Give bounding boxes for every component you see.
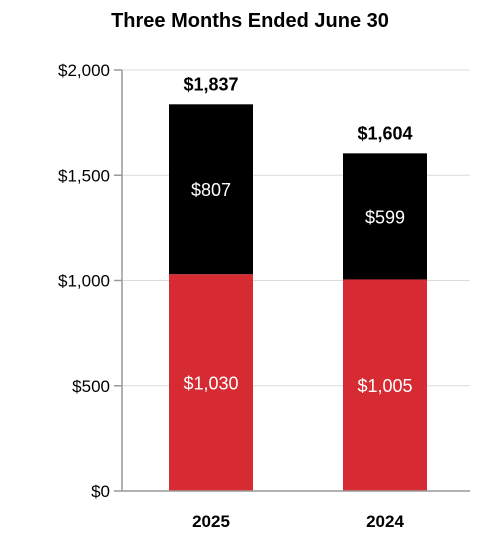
- x-tick-label: 2024: [366, 512, 404, 531]
- y-tick-label: $0: [91, 482, 110, 501]
- y-tick-label: $1,000: [58, 272, 110, 291]
- segment-value-label: $1,005: [357, 376, 412, 396]
- y-axis: $0 $500 $1,000 $1,500 $2,000: [58, 61, 123, 501]
- chart-title: Three Months Ended June 30: [111, 10, 389, 32]
- bar-labels: $1,030 $807 $1,837 $1,005 $599 $1,604: [183, 74, 412, 396]
- x-tick-label: 2025: [192, 512, 230, 531]
- y-tick-label: $1,500: [58, 166, 110, 185]
- y-tick-label: $500: [72, 377, 110, 396]
- segment-value-label: $599: [365, 207, 405, 227]
- bar-segment: [169, 274, 253, 491]
- bars: [169, 104, 427, 491]
- y-tick-label: $2,000: [58, 61, 110, 80]
- bar-segment: [169, 104, 253, 275]
- bar-total-label: $1,837: [183, 74, 238, 94]
- segment-value-label: $807: [191, 180, 231, 200]
- segment-value-label: $1,030: [183, 374, 238, 394]
- x-axis: 2025 2024: [122, 490, 470, 531]
- bar-segment: [343, 153, 427, 280]
- bar-total-label: $1,604: [357, 123, 412, 143]
- bar-segment: [343, 279, 427, 491]
